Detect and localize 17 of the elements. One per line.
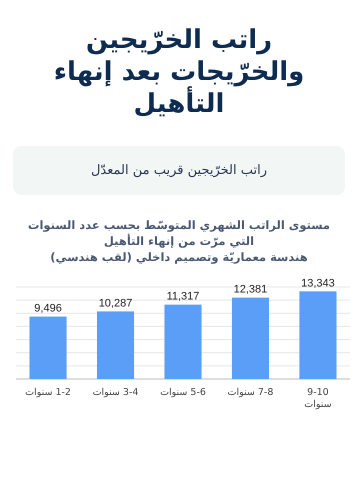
bar xyxy=(29,316,67,379)
bar xyxy=(164,304,202,379)
bar xyxy=(299,291,337,379)
x-tick-label: 5-6 سنوات xyxy=(160,387,206,398)
data-label: 9,496 xyxy=(34,302,62,315)
data-label: 10,287 xyxy=(98,297,132,310)
chart-subtitle: مستوى الراتب الشهري المتوسّط بحسب عدد السنوات التي مرّت من إنهاء التأهيل هندسة معماريّة وتصميم داخلي (لقب هندسي) xyxy=(26,217,332,265)
data-label: 12,381 xyxy=(234,284,268,296)
bar xyxy=(96,311,134,379)
data-label: 11,317 xyxy=(166,290,200,303)
chart-title: راتب الخرّيجين والخرّيجات بعد إنهاء التأهيل xyxy=(52,24,306,120)
data-label: 13,343 xyxy=(301,277,335,290)
x-tick-label: 1-2 سنوات xyxy=(25,387,71,398)
x-tick-label: 7-8 سنوات xyxy=(228,387,274,398)
x-tick-label: 3-4 سنوات xyxy=(92,387,138,398)
bar xyxy=(232,298,270,379)
text: راتب الخرّيجين قريب من المعدّل xyxy=(13,146,345,195)
